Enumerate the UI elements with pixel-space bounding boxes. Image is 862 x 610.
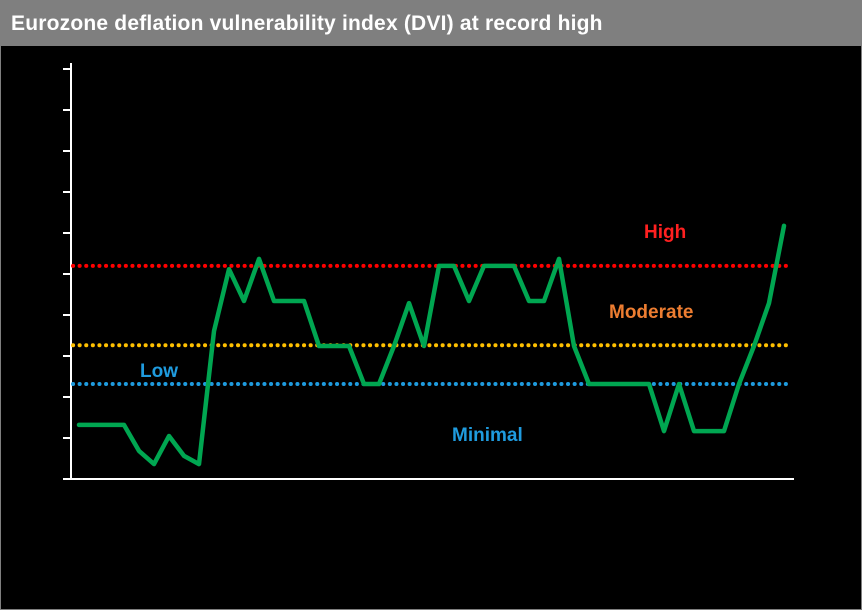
chart-title: Eurozone deflation vulnerability index (… <box>11 11 603 35</box>
label-moderate: Moderate <box>609 302 694 323</box>
label-minimal: Minimal <box>452 425 523 446</box>
title-bar: Eurozone deflation vulnerability index (… <box>1 1 861 46</box>
label-low: Low <box>140 361 178 382</box>
dvi-series-line <box>76 223 787 467</box>
label-high: High <box>644 222 687 243</box>
